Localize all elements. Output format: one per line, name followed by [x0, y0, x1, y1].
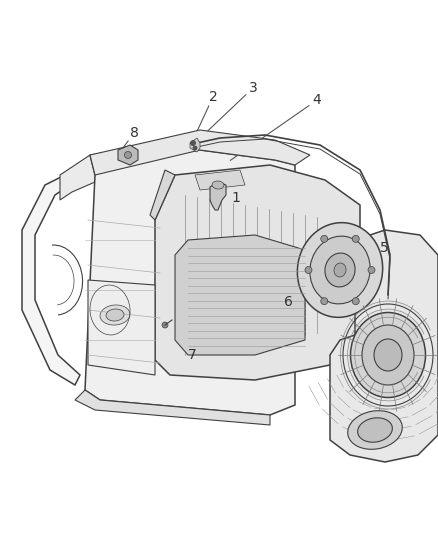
Text: 7: 7: [187, 348, 196, 362]
Polygon shape: [175, 235, 305, 355]
Ellipse shape: [362, 325, 414, 385]
Ellipse shape: [325, 253, 355, 287]
Polygon shape: [88, 280, 155, 375]
Ellipse shape: [106, 309, 124, 321]
Polygon shape: [118, 145, 138, 165]
Ellipse shape: [321, 297, 328, 305]
Ellipse shape: [191, 141, 195, 146]
Ellipse shape: [310, 236, 370, 304]
Ellipse shape: [321, 236, 328, 243]
Polygon shape: [150, 170, 175, 220]
Ellipse shape: [297, 223, 383, 317]
Ellipse shape: [350, 312, 425, 398]
Text: 5: 5: [380, 241, 389, 255]
Ellipse shape: [368, 266, 375, 273]
Ellipse shape: [162, 322, 168, 328]
Ellipse shape: [374, 339, 402, 371]
Polygon shape: [330, 230, 438, 462]
Text: 2: 2: [208, 90, 217, 104]
Ellipse shape: [212, 181, 224, 189]
Text: 1: 1: [232, 191, 240, 205]
Polygon shape: [75, 390, 270, 425]
Polygon shape: [190, 138, 200, 152]
Polygon shape: [85, 150, 295, 415]
Ellipse shape: [352, 236, 359, 243]
Polygon shape: [195, 170, 245, 190]
Polygon shape: [60, 148, 165, 200]
Text: 8: 8: [130, 126, 138, 140]
Ellipse shape: [358, 418, 392, 442]
Ellipse shape: [352, 297, 359, 305]
Text: 4: 4: [313, 93, 321, 107]
Ellipse shape: [348, 411, 402, 449]
Text: 6: 6: [283, 295, 293, 309]
Ellipse shape: [305, 266, 312, 273]
Ellipse shape: [334, 263, 346, 277]
Text: 3: 3: [249, 81, 258, 95]
Ellipse shape: [100, 305, 130, 325]
Polygon shape: [210, 182, 226, 210]
Ellipse shape: [124, 151, 131, 158]
Polygon shape: [22, 175, 80, 385]
Polygon shape: [90, 130, 310, 175]
Ellipse shape: [193, 146, 197, 150]
Polygon shape: [155, 165, 360, 380]
